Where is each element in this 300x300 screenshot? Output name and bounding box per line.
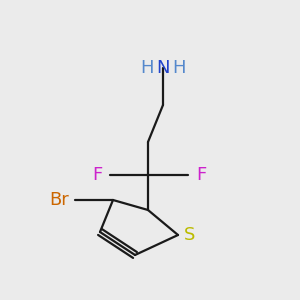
- Text: F: F: [92, 166, 102, 184]
- Text: N: N: [156, 59, 170, 77]
- Text: S: S: [184, 226, 195, 244]
- Text: H: H: [140, 59, 154, 77]
- Text: F: F: [196, 166, 206, 184]
- Text: H: H: [172, 59, 185, 77]
- Text: Br: Br: [49, 191, 69, 209]
